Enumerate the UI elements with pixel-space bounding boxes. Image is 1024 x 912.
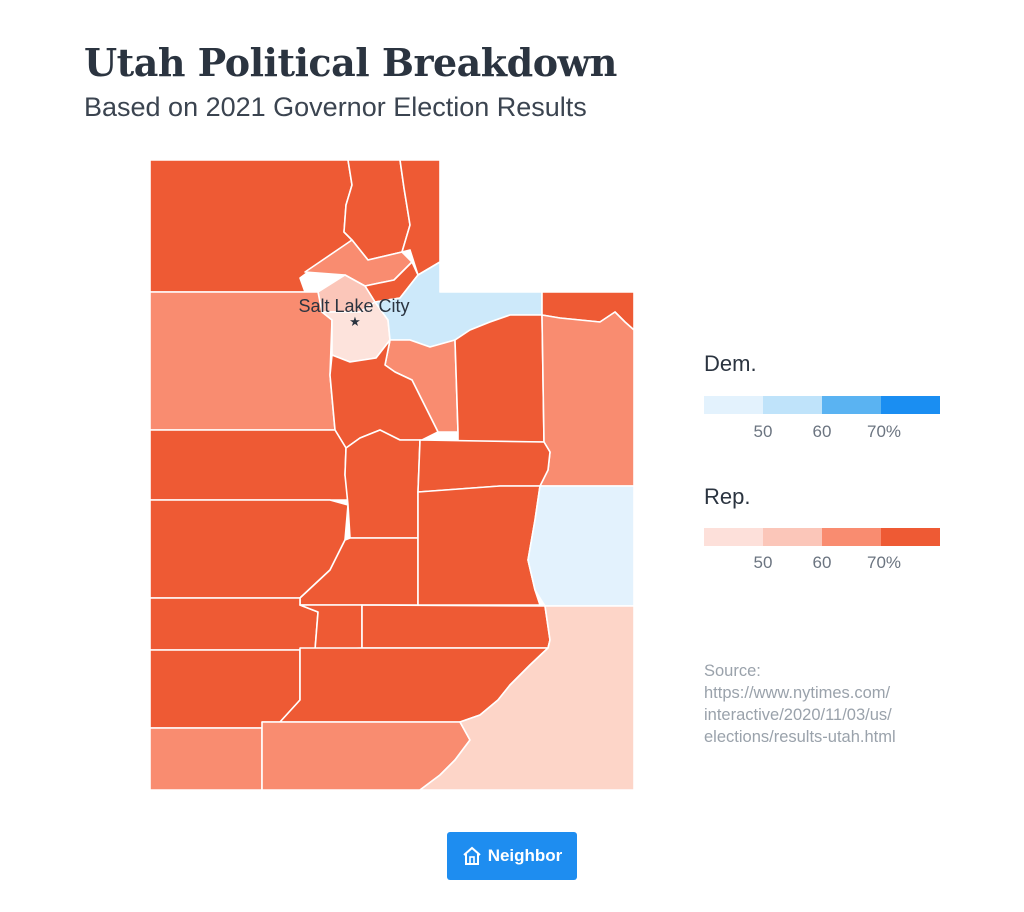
legend-rep-title: Rep. [704,484,751,509]
page-title: Utah Political Breakdown [84,40,617,85]
legend-dem-swatch [881,396,940,414]
county-iron[interactable] [149,649,301,729]
source-url-line[interactable]: interactive/2020/11/03/us/ [704,706,892,724]
county-duchesne[interactable] [454,314,545,443]
legend-rep-swatch [763,528,822,546]
legend-dem-title: Dem. [704,351,757,376]
legend-rep-scale [704,528,940,546]
county-rich[interactable] [399,159,441,276]
county-washington[interactable] [149,727,263,791]
county-beaver[interactable] [149,597,319,651]
county-sanpete[interactable] [344,429,421,539]
house-icon [463,846,481,865]
legend-rep-swatch [704,528,763,546]
legend-dem-swatch [822,396,881,414]
legend-dem-tick: 70% [866,422,902,441]
legend-dem-tick: 60 [812,422,832,441]
salt-lake-city-label: Salt Lake City [298,296,409,316]
legend-dem-tick: 50 [753,422,773,441]
legend-dem-swatch [763,396,822,414]
salt-lake-city-marker: ★ [349,315,361,330]
source-url-line[interactable]: elections/results-utah.html [704,728,896,746]
legend-rep-swatch [881,528,940,546]
legend-rep-tick: 60 [812,553,832,572]
neighbor-logo-badge[interactable]: Neighbor [447,832,577,880]
legend-rep-tick: 70% [866,553,902,572]
page-subtitle: Based on 2021 Governor Election Results [84,92,587,122]
legend-dem-scale [704,396,940,414]
county-carbon[interactable] [417,439,551,493]
source-note: Source: https://www.nytimes.com/ interac… [704,660,1004,748]
source-label: Source: [704,662,761,680]
county-wayne[interactable] [361,604,551,649]
legend-rep-ticks: 50 60 70% [704,553,940,573]
county-grand[interactable] [527,485,635,607]
county-juab[interactable] [149,429,351,501]
county-uintah[interactable] [539,311,635,487]
legend-dem-ticks: 50 60 70% [704,422,940,442]
county-san-juan[interactable] [419,605,635,791]
legend-rep-swatch [822,528,881,546]
brand-name: Neighbor [487,846,563,865]
county-emery[interactable] [417,485,541,606]
legend-rep-tick: 50 [753,553,773,572]
legend-dem-swatch [704,396,763,414]
source-url-line[interactable]: https://www.nytimes.com/ [704,684,891,702]
